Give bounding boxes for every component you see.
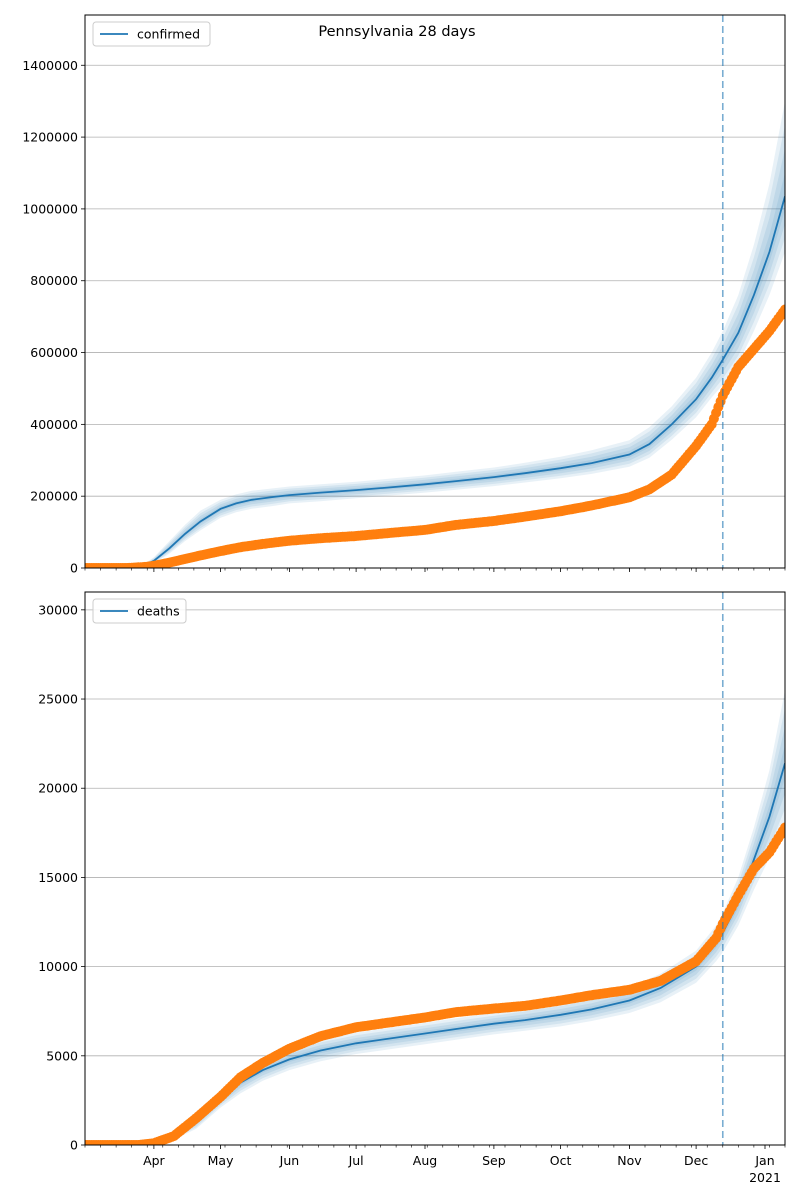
y-tick-label: 1200000 xyxy=(22,130,78,145)
x-tick-label: Apr xyxy=(143,1153,165,1168)
legend-label: confirmed xyxy=(137,27,200,42)
chart-title: Pennsylvania 28 days xyxy=(318,24,475,40)
y-tick-label: 600000 xyxy=(30,345,78,360)
x-tick-label: Dec xyxy=(684,1153,708,1168)
legend: confirmed xyxy=(92,21,211,47)
axes-frame xyxy=(84,591,786,1146)
x-tick-label: Oct xyxy=(550,1153,572,1168)
y-tick-label: 15000 xyxy=(38,870,78,885)
legend: deaths xyxy=(92,598,187,624)
y-tick-label: 0 xyxy=(70,1138,78,1153)
confidence-band xyxy=(85,690,785,1145)
y-tick-label: 25000 xyxy=(38,692,78,707)
plot-area xyxy=(85,101,785,568)
deaths-panel: 0 5000 10000 15000 20000 25000 30000 Apr May Jun J… xyxy=(38,591,786,1185)
plot-area xyxy=(85,690,785,1145)
y-tick-label: 800000 xyxy=(30,273,78,288)
y-tick-label: 10000 xyxy=(38,959,78,974)
axes-frame xyxy=(84,14,786,569)
y-tick-label: 0 xyxy=(70,561,78,576)
confidence-band xyxy=(85,172,785,568)
legend-box xyxy=(92,21,211,47)
series-line-deaths xyxy=(85,763,785,1145)
x-tick-label: May xyxy=(208,1153,234,1168)
observed-point xyxy=(780,822,785,833)
y-tick-label: 1000000 xyxy=(22,201,78,216)
x-tick-label: Sep xyxy=(482,1153,506,1168)
x-tick-label: Jul xyxy=(348,1153,364,1168)
legend-label: deaths xyxy=(137,604,180,619)
x-tick-label: Jun xyxy=(279,1153,300,1168)
confidence-band xyxy=(85,708,785,1145)
y-tick-label: 30000 xyxy=(38,602,78,617)
y-tick-label: 1400000 xyxy=(22,58,78,73)
confidence-band xyxy=(85,726,785,1145)
legend-box xyxy=(92,598,187,624)
confidence-band xyxy=(85,101,785,568)
y-tick-label: 5000 xyxy=(46,1048,78,1063)
confidence-band xyxy=(85,148,785,568)
x-tick-year-label: 2021 xyxy=(749,1170,781,1185)
y-tick-label: 20000 xyxy=(38,781,78,796)
observed-point xyxy=(780,304,785,315)
confirmed-panel: 0 200000 400000 600000 800000 1000000 1200000 1… xyxy=(22,14,786,576)
x-tick-label: Aug xyxy=(413,1153,437,1168)
confidence-band xyxy=(85,125,785,568)
y-tick-label: 200000 xyxy=(30,489,78,504)
confidence-band xyxy=(85,745,785,1145)
y-tick-label: 400000 xyxy=(30,417,78,432)
x-tick-label: Nov xyxy=(617,1153,642,1168)
series-line-confirmed xyxy=(85,196,785,568)
x-tick-label: Jan xyxy=(754,1153,774,1168)
